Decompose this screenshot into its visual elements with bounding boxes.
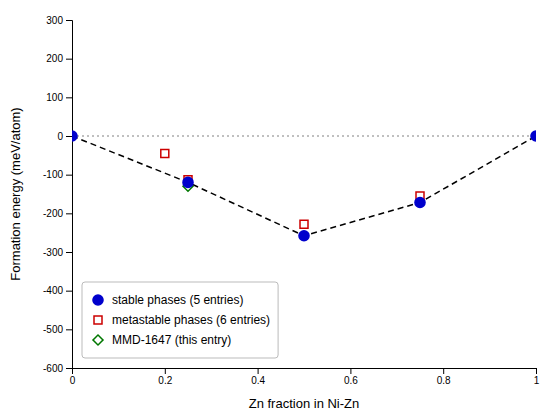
y-tick: -100 — [43, 169, 72, 180]
x-tick-label: 1 — [534, 375, 540, 386]
y-tick-label: -600 — [43, 363, 63, 374]
y-tick: -500 — [43, 324, 72, 335]
y-tick: -200 — [43, 208, 72, 219]
point — [415, 197, 425, 207]
legend-box — [82, 282, 278, 358]
y-tick-label: -500 — [43, 324, 63, 335]
legend: stable phases (5 entries) metastable phas… — [82, 282, 278, 358]
chart: 0 0.2 0.4 0.6 0.8 1 -600 -500 -400 -300 -200 -100 0 1… — [0, 0, 560, 420]
y-tick: 300 — [46, 15, 72, 26]
legend-marker — [93, 295, 103, 305]
x-tick-mark — [350, 368, 351, 374]
x-tick-label: 0.8 — [437, 375, 451, 386]
y-tick-label: 300 — [46, 15, 63, 26]
y-tick-mark — [66, 97, 72, 98]
y-tick: 200 — [46, 53, 72, 64]
y-tick-label: -300 — [43, 247, 63, 258]
y-tick: -400 — [43, 285, 72, 296]
x-axis-title: Zn fraction in Ni-Zn — [249, 396, 360, 411]
x-axis-line — [73, 369, 537, 375]
x-tick: 0.8 — [437, 368, 451, 386]
y-axis-title: Formation energy (meV/atom) — [8, 107, 23, 280]
y-axis-line — [66, 21, 73, 369]
legend-item: stable phases (5 entries) — [93, 293, 243, 307]
x-tick-mark — [443, 368, 444, 374]
y-tick-label: 200 — [46, 53, 63, 64]
point-series — [161, 149, 424, 228]
x-tick: 0.6 — [344, 368, 358, 386]
x-tick: 0.4 — [251, 368, 265, 386]
y-tick-mark — [66, 136, 72, 137]
x-tick-label: 0.4 — [251, 375, 265, 386]
y-tick: -300 — [43, 247, 72, 258]
x-tick: 0 — [70, 368, 76, 386]
legend-marker — [93, 335, 103, 345]
point — [299, 231, 309, 241]
legend-marker — [94, 316, 102, 324]
reference-line — [72, 136, 536, 137]
y-tick: -600 — [43, 363, 72, 374]
point — [531, 131, 536, 141]
legend-item: metastable phases (6 entries) — [94, 313, 270, 327]
point — [183, 177, 193, 187]
y-tick-mark — [66, 368, 72, 369]
legend-label: MMD-1647 (this entry) — [112, 333, 231, 347]
x-tick-mark — [536, 368, 537, 374]
x-tick: 0.2 — [158, 368, 172, 386]
x-tick-mark — [165, 368, 166, 374]
x-tick-label: 0.2 — [158, 375, 172, 386]
y-tick-label: 0 — [57, 131, 63, 142]
x-tick-label: 0 — [70, 375, 76, 386]
y-tick-mark — [66, 175, 72, 176]
legend-label: metastable phases (6 entries) — [112, 313, 270, 327]
x-axis: 0 0.2 0.4 0.6 0.8 1 — [70, 368, 540, 386]
y-tick: 100 — [46, 92, 72, 103]
y-tick: 0 — [57, 131, 72, 142]
x-tick: 1 — [534, 368, 540, 386]
y-tick-mark — [66, 291, 72, 292]
y-tick-mark — [66, 252, 72, 253]
point — [161, 149, 169, 157]
legend-label: stable phases (5 entries) — [112, 293, 243, 307]
y-tick-label: -200 — [43, 208, 63, 219]
y-tick-mark — [66, 213, 72, 214]
y-tick-label: -100 — [43, 169, 63, 180]
point-series — [72, 131, 536, 241]
y-tick-mark — [66, 20, 72, 21]
convex-hull — [72, 136, 536, 236]
legend-item: MMD-1647 (this entry) — [93, 333, 231, 347]
point — [72, 131, 77, 141]
point — [300, 220, 308, 228]
y-axis: -600 -500 -400 -300 -200 -100 0 100 200 300 — [43, 15, 73, 374]
y-tick-mark — [66, 329, 72, 330]
y-tick-label: -400 — [43, 285, 63, 296]
y-tick-label: 100 — [46, 92, 63, 103]
x-tick-label: 0.6 — [344, 375, 358, 386]
x-tick-mark — [258, 368, 259, 374]
y-tick-mark — [66, 59, 72, 60]
plot: 0 0.2 0.4 0.6 0.8 1 -600 -500 -400 -300 -200 -100 0 1… — [8, 15, 541, 411]
marks — [72, 131, 536, 241]
